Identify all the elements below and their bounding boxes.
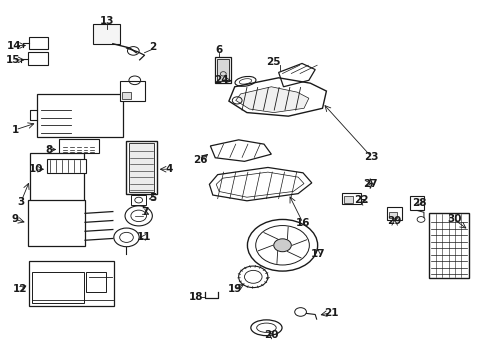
Text: 5: 5	[149, 193, 156, 203]
Bar	[131, 195, 146, 205]
Text: 10: 10	[28, 164, 43, 174]
Text: 20: 20	[264, 330, 278, 340]
Bar	[27, 200, 85, 246]
Text: 16: 16	[295, 218, 309, 228]
Text: 1: 1	[12, 125, 19, 135]
Text: 26: 26	[193, 155, 207, 165]
Text: 27: 27	[362, 179, 377, 189]
Text: 7: 7	[141, 207, 148, 217]
Polygon shape	[235, 87, 308, 113]
Bar	[30, 153, 83, 203]
Text: 22: 22	[353, 195, 368, 205]
Bar	[126, 141, 157, 194]
Bar	[29, 37, 48, 49]
Bar	[343, 197, 352, 203]
Bar	[59, 139, 99, 153]
Text: 15: 15	[6, 55, 20, 65]
Text: 6: 6	[215, 45, 222, 55]
Text: 3: 3	[18, 197, 25, 207]
Bar	[386, 207, 402, 220]
Text: 2: 2	[149, 42, 156, 52]
Text: 17: 17	[310, 248, 325, 258]
Text: 25: 25	[266, 57, 281, 67]
Bar	[27, 51, 48, 65]
Bar	[409, 196, 423, 211]
Text: 9: 9	[12, 215, 19, 224]
Bar	[32, 272, 83, 303]
Bar	[29, 261, 114, 306]
Text: 21: 21	[324, 308, 338, 318]
Circle shape	[273, 239, 291, 252]
Text: 14: 14	[7, 41, 21, 50]
Text: 24: 24	[213, 75, 228, 85]
Text: 29: 29	[386, 216, 401, 226]
Bar	[86, 272, 105, 292]
Bar	[388, 212, 396, 219]
Text: 19: 19	[227, 284, 242, 294]
Bar	[37, 94, 122, 137]
Bar	[217, 59, 229, 81]
Text: 4: 4	[165, 164, 172, 174]
Text: 13: 13	[100, 17, 114, 27]
Bar	[129, 143, 154, 192]
Text: 30: 30	[446, 215, 461, 224]
Bar	[428, 213, 468, 278]
Bar	[120, 81, 144, 101]
Text: 8: 8	[46, 144, 53, 154]
Text: 18: 18	[188, 292, 203, 302]
Text: 28: 28	[411, 198, 426, 208]
Text: 11: 11	[137, 232, 151, 242]
Bar	[30, 202, 82, 244]
Bar	[93, 24, 120, 44]
Bar	[122, 92, 131, 99]
Bar	[341, 193, 360, 204]
Text: 23: 23	[363, 152, 378, 162]
Bar	[215, 57, 231, 83]
Bar	[32, 155, 81, 202]
Bar	[47, 159, 86, 173]
Text: 12: 12	[13, 284, 27, 294]
